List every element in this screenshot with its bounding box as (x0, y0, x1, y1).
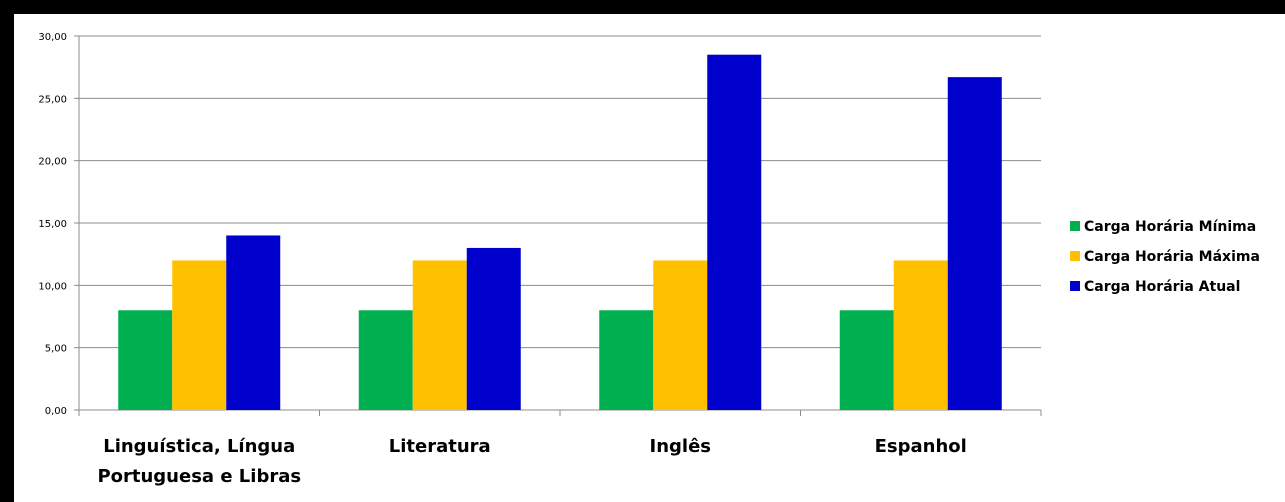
legend-label: Carga Horária Mínima (1084, 219, 1256, 235)
bar (599, 310, 654, 410)
legend-swatch (1070, 281, 1080, 291)
bar (118, 310, 173, 410)
bar (172, 260, 227, 410)
bar (947, 77, 1002, 410)
bar (653, 260, 708, 410)
x-tick-label: Inglês (650, 436, 712, 457)
x-tick-label: Espanhol (875, 436, 967, 457)
bar (412, 260, 467, 410)
legend-swatch (1070, 251, 1080, 261)
bar (839, 310, 894, 410)
bar (893, 260, 948, 410)
legend-label: Carga Horária Atual (1084, 279, 1240, 295)
bar-chart: 0,00 5,00 10,00 15,00 20,00 25,00 30,00 Linguís… (38, 32, 1260, 487)
y-tick-label: 15,00 (38, 219, 67, 230)
y-tick-label: 5,00 (45, 344, 67, 355)
chart-frame: 0,00 5,00 10,00 15,00 20,00 25,00 30,00 Linguís… (14, 14, 1285, 502)
x-tick-label: Portuguesa e Libras (97, 466, 301, 487)
y-tick-label: 20,00 (38, 157, 67, 168)
legend-label: Carga Horária Máxima (1084, 249, 1260, 265)
y-tick-label: 0,00 (45, 406, 67, 417)
y-tick-label: 25,00 (38, 94, 67, 105)
bar (707, 54, 762, 410)
x-tick-label: Literatura (389, 436, 491, 457)
bar (358, 310, 413, 410)
legend-swatch (1070, 221, 1080, 231)
y-tick-label: 10,00 (38, 281, 67, 292)
y-tick-label: 30,00 (38, 32, 67, 43)
x-tick-label: Linguística, Língua (103, 436, 295, 457)
bar (226, 235, 281, 410)
bar (466, 247, 521, 410)
